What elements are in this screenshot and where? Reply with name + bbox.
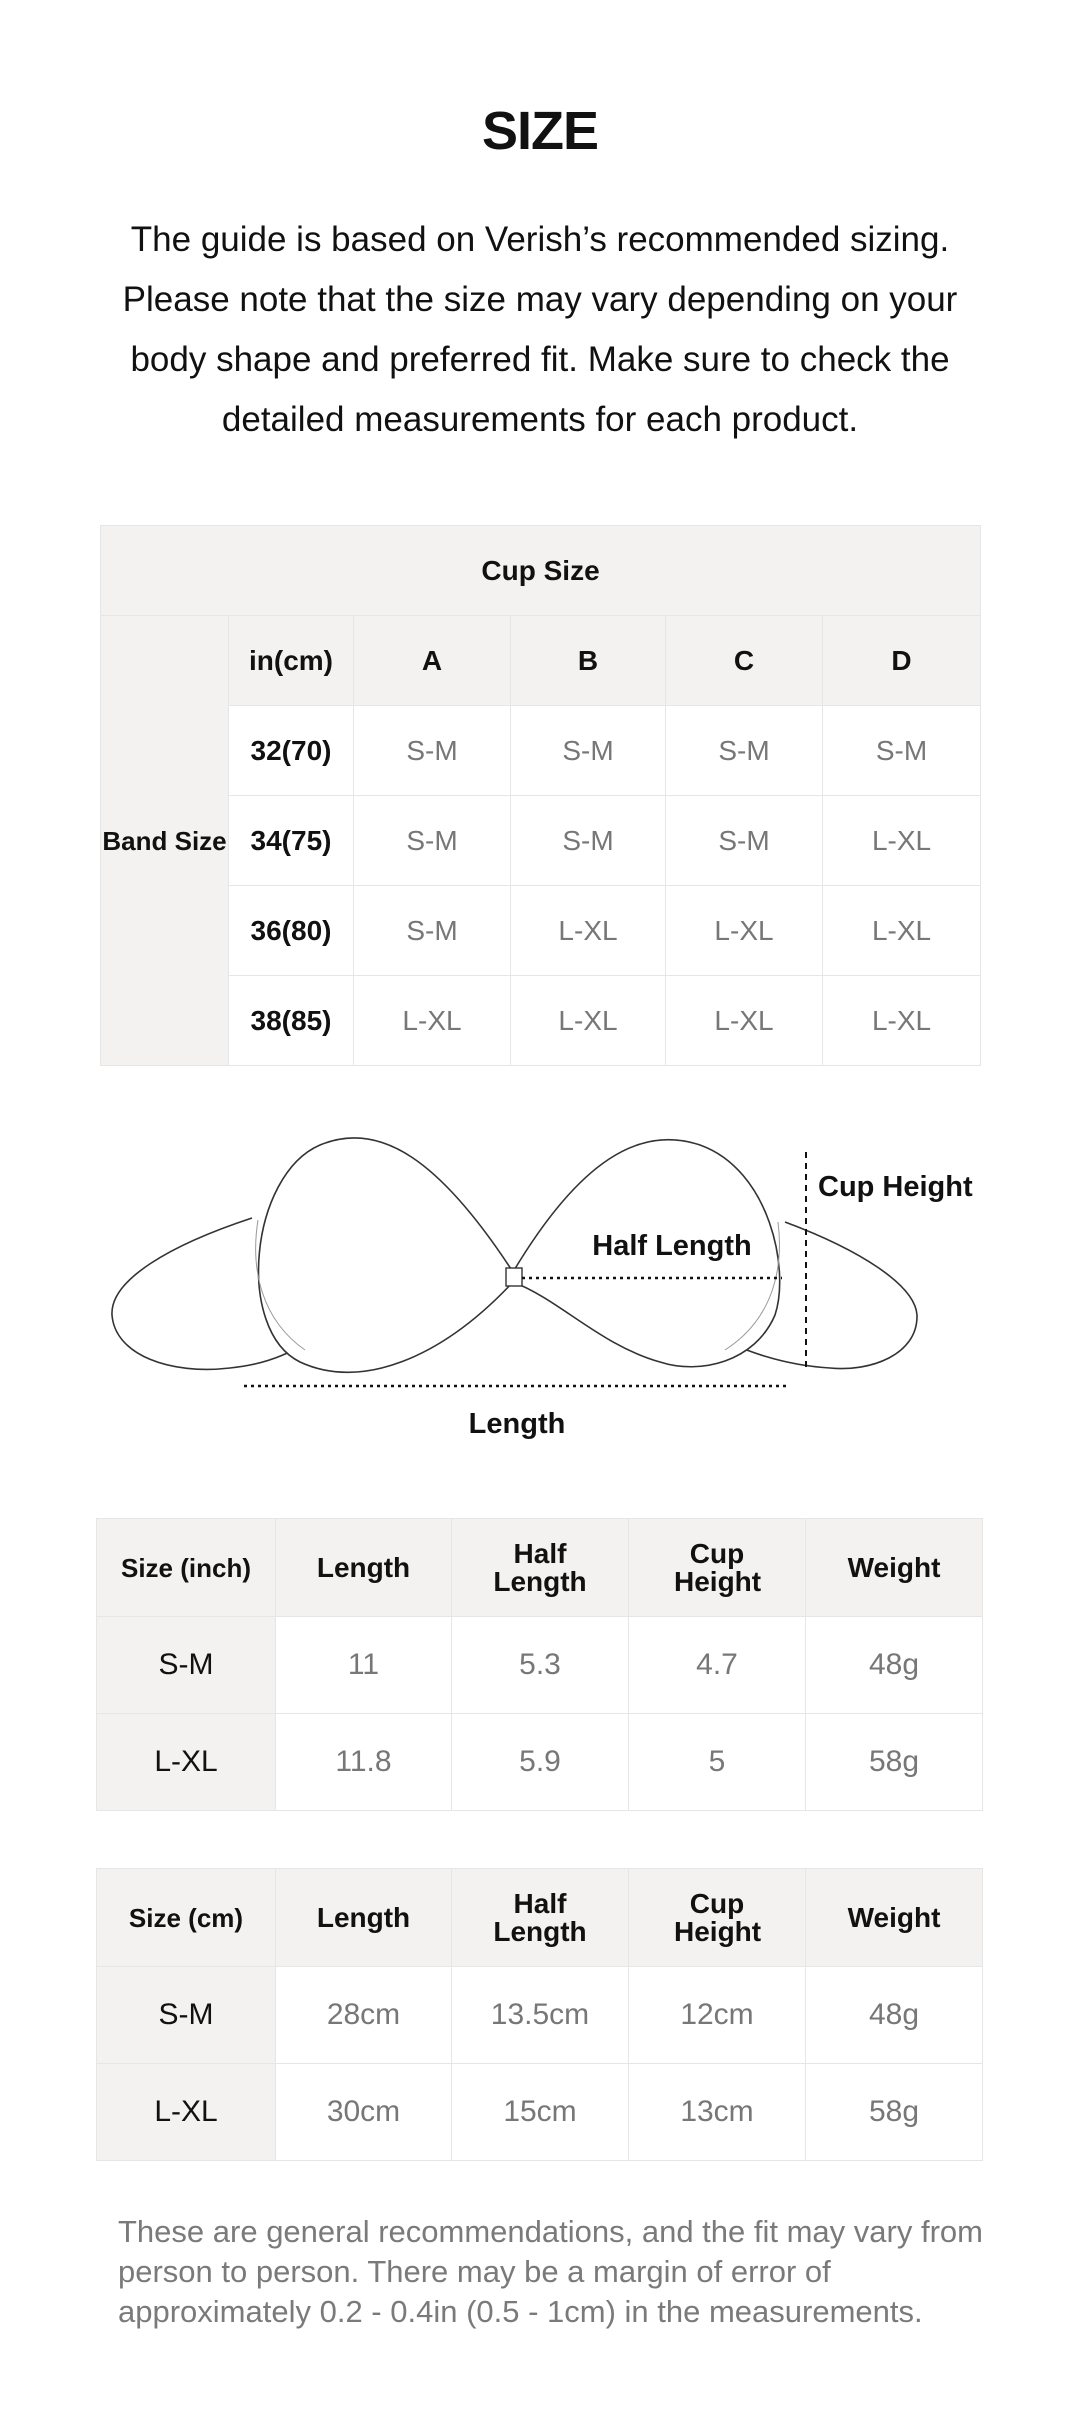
size-cell: L-XL: [510, 885, 666, 976]
size-cell: S-M: [821, 705, 982, 796]
intro-text: The guide is based on Verish’s recommend…: [122, 220, 958, 439]
table-cell: 30cm: [275, 2063, 452, 2161]
cup-size-table: Cup Size Band Size in(cm) A B C D 32(70)…: [99, 525, 982, 1066]
table-cell: 5.9: [451, 1713, 629, 1811]
cup-header: B: [510, 615, 666, 706]
column-header: Weight: [805, 1518, 983, 1617]
disclaimer-note: These are general recommendations, and t…: [118, 2214, 983, 2329]
table-row: 36(80) S-M L-XL L-XL L-XL: [101, 885, 982, 976]
table-cell: 5.3: [451, 1616, 629, 1714]
table-row: 34(75) S-M S-M S-M L-XL: [101, 795, 982, 886]
table-row: 38(85) L-XL L-XL L-XL L-XL: [101, 975, 982, 1066]
size-cell: S-M: [353, 795, 511, 886]
table-row: 32(70) S-M S-M S-M S-M: [101, 705, 982, 796]
size-cell: S-M: [665, 705, 823, 796]
right-wing: [711, 1221, 918, 1370]
size-cell: L-XL: [821, 975, 982, 1066]
column-header: Size (cm): [96, 1868, 276, 1967]
column-header: Half Length: [451, 1518, 629, 1617]
table-cell: 48g: [805, 1616, 983, 1714]
size-label: S-M: [96, 1616, 276, 1714]
size-cell: S-M: [353, 885, 511, 976]
column-header: Length: [275, 1868, 452, 1967]
left-cup: [257, 1137, 514, 1374]
size-cell: L-XL: [665, 975, 823, 1066]
size-cell: L-XL: [510, 975, 666, 1066]
cup-header: C: [665, 615, 823, 706]
table-cell: 5: [628, 1713, 806, 1811]
table-cell: 28cm: [275, 1966, 452, 2064]
column-header: Cup Height: [628, 1518, 806, 1617]
right-cup: [512, 1138, 781, 1368]
length-label: Length: [469, 1408, 566, 1440]
table-row: L-XL 30cm 15cm 13cm 58g: [96, 2063, 983, 2161]
cm-measurement-table: Size (cm) Length Half Length Cup Height …: [96, 1868, 983, 2161]
size-cell: L-XL: [821, 885, 982, 976]
table-row: S-M 28cm 13.5cm 12cm 48g: [96, 1966, 983, 2064]
size-label: S-M: [96, 1966, 276, 2064]
table-cell: 15cm: [451, 2063, 629, 2161]
band-value: 34(75): [228, 795, 354, 886]
inch-measurement-table: Size (inch) Length Half Length Cup Heigh…: [96, 1518, 983, 1811]
size-label: L-XL: [96, 2063, 276, 2161]
size-cell: L-XL: [353, 975, 511, 1066]
size-cell: L-XL: [665, 885, 823, 976]
table-cell: 58g: [805, 1713, 983, 1811]
table-cell: 48g: [805, 1966, 983, 2064]
size-cell: S-M: [510, 705, 666, 796]
band-value: 32(70): [228, 705, 354, 796]
table-cell: 13cm: [628, 2063, 806, 2161]
column-header: Weight: [805, 1868, 983, 1967]
table-cell: 13.5cm: [451, 1966, 629, 2064]
page-title: SIZE: [481, 101, 599, 161]
table-row: L-XL 11.8 5.9 5 58g: [96, 1713, 983, 1811]
size-cell: S-M: [353, 705, 511, 796]
table-cell: 11: [275, 1616, 452, 1714]
column-header: Size (inch): [96, 1518, 276, 1617]
size-label: L-XL: [96, 1713, 276, 1811]
table-cell: 58g: [805, 2063, 983, 2161]
size-cell: L-XL: [821, 795, 982, 886]
column-header: Half Length: [451, 1868, 629, 1967]
band-value: 36(80): [228, 885, 354, 976]
table-cell: 4.7: [628, 1616, 806, 1714]
bra-measurement-diagram: Cup Height Half Length Length: [111, 1137, 973, 1440]
table-cell: 12cm: [628, 1966, 806, 2064]
center-connector: [505, 1267, 523, 1287]
table-row: S-M 11 5.3 4.7 48g: [96, 1616, 983, 1714]
unit-header: in(cm): [228, 615, 354, 706]
band-value: 38(85): [228, 975, 354, 1066]
column-header: Cup Height: [628, 1868, 806, 1967]
band-size-label: Band Size: [100, 615, 229, 1066]
column-header: Length: [275, 1518, 452, 1617]
cup-header: A: [353, 615, 511, 706]
size-cell: S-M: [665, 795, 823, 886]
cup-size-title: Cup Size: [99, 525, 982, 616]
left-wing: [111, 1217, 319, 1371]
cup-height-label: Cup Height: [818, 1171, 973, 1203]
table-cell: 11.8: [275, 1713, 452, 1811]
size-cell: S-M: [510, 795, 666, 886]
half-length-label: Half Length: [592, 1230, 752, 1262]
cup-header: D: [821, 615, 982, 706]
